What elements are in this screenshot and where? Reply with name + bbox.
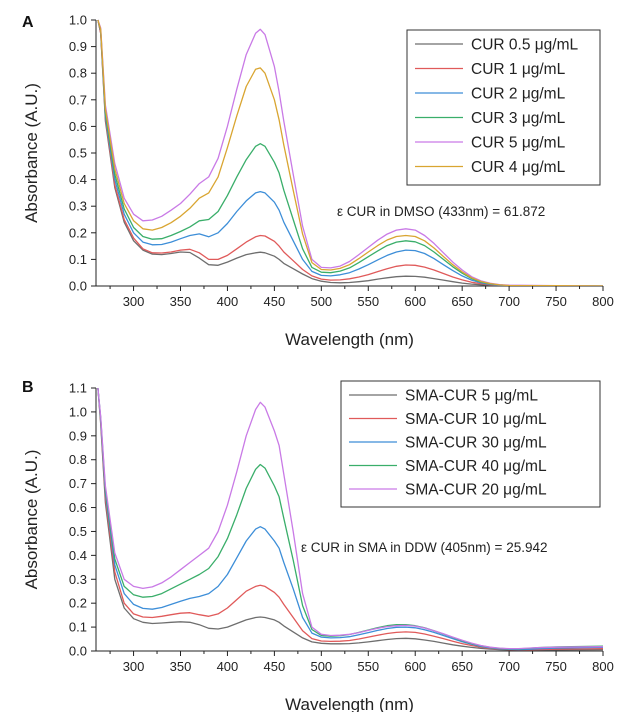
x-tick-label: 500 <box>310 659 332 674</box>
y-tick-label: 1.0 <box>69 13 87 28</box>
legend-label: CUR 3 μg/mL <box>471 110 566 127</box>
x-axis-title: Wavelength (nm) <box>285 695 414 712</box>
y-tick-label: 0.4 <box>69 172 87 187</box>
y-tick-label: 0.2 <box>69 596 87 611</box>
legend-box <box>340 380 601 508</box>
x-tick-label: 600 <box>404 659 426 674</box>
x-tick-label: 300 <box>123 294 145 309</box>
x-tick-label: 450 <box>264 659 286 674</box>
legend-box <box>406 29 601 186</box>
y-axis-title: Absorbance (A.U.) <box>22 450 41 590</box>
series-line <box>97 19 603 286</box>
series-group <box>97 387 603 651</box>
y-tick-label: 0.1 <box>69 620 87 635</box>
x-tick-label: 700 <box>498 659 520 674</box>
x-tick-label: 750 <box>545 659 567 674</box>
x-tick-label: 800 <box>592 294 614 309</box>
x-tick-label: 600 <box>404 294 426 309</box>
y-tick-label: 0.5 <box>69 524 87 539</box>
series-line <box>97 19 603 286</box>
x-tick-label: 550 <box>357 294 379 309</box>
legend-label: CUR 2 μg/mL <box>471 86 566 103</box>
y-tick-label: 0.6 <box>69 119 87 134</box>
y-tick-label: 0.8 <box>69 66 87 81</box>
epsilon-annotation: ε CUR in SMA in DDW (405nm) = 25.942 <box>301 540 547 555</box>
legend-label: SMA-CUR 40 μg/mL <box>405 458 547 475</box>
y-tick-label: 0.7 <box>69 476 87 491</box>
legend-label: SMA-CUR 10 μg/mL <box>405 411 547 428</box>
y-axis-title: Absorbance (A.U.) <box>22 83 41 223</box>
series-line <box>97 19 603 286</box>
x-tick-label: 450 <box>264 294 286 309</box>
x-tick-label: 500 <box>310 294 332 309</box>
series-line <box>97 19 603 286</box>
legend-label: CUR 0.5 μg/mL <box>471 37 579 54</box>
panel-label: A <box>22 14 34 31</box>
legend-label: SMA-CUR 30 μg/mL <box>405 435 547 452</box>
y-tick-label: 0.3 <box>69 572 87 587</box>
x-tick-label: 800 <box>592 659 614 674</box>
series-line <box>97 387 603 651</box>
y-tick-label: 0.2 <box>69 225 87 240</box>
x-tick-label: 400 <box>217 294 239 309</box>
series-line <box>97 387 603 651</box>
x-tick-label: 750 <box>545 294 567 309</box>
y-tick-label: 0.0 <box>69 644 87 659</box>
y-tick-label: 0.0 <box>69 279 87 294</box>
y-tick-label: 0.6 <box>69 500 87 515</box>
legend-label: SMA-CUR 20 μg/mL <box>405 482 547 499</box>
legend-label: CUR 5 μg/mL <box>471 135 566 152</box>
x-tick-label: 350 <box>170 659 192 674</box>
legend-label: CUR 4 μg/mL <box>471 159 566 176</box>
series-line <box>97 387 603 650</box>
series-line <box>97 19 603 286</box>
y-tick-label: 0.5 <box>69 146 87 161</box>
y-tick-label: 0.9 <box>69 39 87 54</box>
legend: SMA-CUR 5 μg/mL SMA-CUR 10 μg/mL SMA-CUR 3… <box>340 380 601 508</box>
legend-label: CUR 1 μg/mL <box>471 61 566 78</box>
series-line <box>97 19 603 286</box>
x-tick-label: 700 <box>498 294 520 309</box>
y-tick-label: 0.1 <box>69 252 87 267</box>
x-tick-label: 650 <box>451 294 473 309</box>
legend-label: SMA-CUR 5 μg/mL <box>405 388 538 405</box>
x-tick-label: 650 <box>451 659 473 674</box>
y-tick-label: 0.4 <box>69 548 87 563</box>
y-tick-label: 0.3 <box>69 199 87 214</box>
panel-b: B 300 350 400 450 500 550 600 650 700 750 800 0.0 0.1… <box>22 379 614 712</box>
y-tick-label: 1.1 <box>69 381 87 396</box>
x-axis-title: Wavelength (nm) <box>285 330 414 349</box>
panel-a: A 300 350 400 450 500 550 600 650 700 750 800 0.0 0.1… <box>22 13 614 350</box>
y-tick-label: 0.9 <box>69 428 87 443</box>
epsilon-annotation: ε CUR in DMSO (433nm) = 61.872 <box>337 204 545 219</box>
series-line <box>97 387 603 651</box>
x-tick-label: 550 <box>357 659 379 674</box>
x-tick-label: 300 <box>123 659 145 674</box>
x-tick-label: 400 <box>217 659 239 674</box>
x-tick-label: 350 <box>170 294 192 309</box>
series-group <box>97 19 603 286</box>
y-tick-label: 1.0 <box>69 404 87 419</box>
panel-label: B <box>22 379 34 396</box>
y-tick-label: 0.8 <box>69 452 87 467</box>
y-tick-label: 0.7 <box>69 92 87 107</box>
legend: CUR 0.5 μg/mL CUR 1 μg/mL CUR 2 μg/mL CUR 3… <box>406 29 601 186</box>
